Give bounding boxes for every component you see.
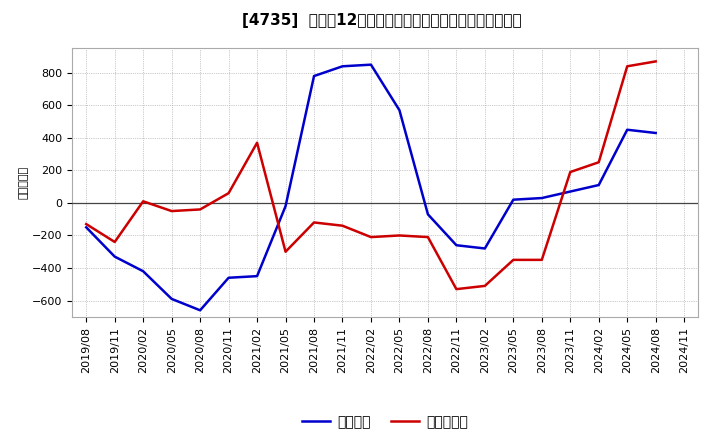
当期純利益 xyxy=(282,249,290,254)
経常利益 xyxy=(310,73,318,79)
経常利益 xyxy=(509,197,518,202)
当期純利益 xyxy=(225,191,233,196)
当期純利益 xyxy=(509,257,518,263)
当期純利益 xyxy=(196,207,204,212)
当期純利益 xyxy=(139,199,148,204)
当期純利益 xyxy=(652,59,660,64)
経常利益 xyxy=(139,268,148,274)
Y-axis label: （百万円）: （百万円） xyxy=(19,166,29,199)
経常利益 xyxy=(452,242,461,248)
当期純利益 xyxy=(595,160,603,165)
経常利益 xyxy=(225,275,233,280)
経常利益 xyxy=(623,127,631,132)
経常利益 xyxy=(537,195,546,201)
経常利益 xyxy=(480,246,489,251)
経常利益 xyxy=(196,308,204,313)
経常利益 xyxy=(395,107,404,113)
経常利益 xyxy=(566,189,575,194)
当期純利益 xyxy=(537,257,546,263)
経常利益 xyxy=(253,274,261,279)
当期純利益 xyxy=(310,220,318,225)
当期純利益 xyxy=(338,223,347,228)
経常利益 xyxy=(338,64,347,69)
当期純利益 xyxy=(566,169,575,175)
経常利益 xyxy=(595,183,603,188)
当期純利益 xyxy=(480,283,489,289)
経常利益 xyxy=(282,204,290,209)
経常利益 xyxy=(652,130,660,136)
当期純利益 xyxy=(167,209,176,214)
経常利益 xyxy=(110,254,119,259)
Legend: 経常利益, 当期純利益: 経常利益, 当期純利益 xyxy=(297,410,474,435)
当期純利益 xyxy=(395,233,404,238)
Line: 当期純利益: 当期純利益 xyxy=(86,62,656,289)
当期純利益 xyxy=(82,221,91,227)
経常利益 xyxy=(82,225,91,230)
当期純利益 xyxy=(110,239,119,245)
当期純利益 xyxy=(423,235,432,240)
経常利益 xyxy=(423,212,432,217)
Line: 経常利益: 経常利益 xyxy=(86,65,656,310)
経常利益 xyxy=(167,296,176,301)
当期純利益 xyxy=(623,64,631,69)
当期純利益 xyxy=(253,140,261,145)
当期純利益 xyxy=(452,286,461,292)
Text: [4735]  利益だ12か月移動合計の対前年同期増減額の推移: [4735] 利益だ12か月移動合計の対前年同期増減額の推移 xyxy=(242,13,521,28)
経常利益 xyxy=(366,62,375,67)
当期純利益 xyxy=(366,235,375,240)
